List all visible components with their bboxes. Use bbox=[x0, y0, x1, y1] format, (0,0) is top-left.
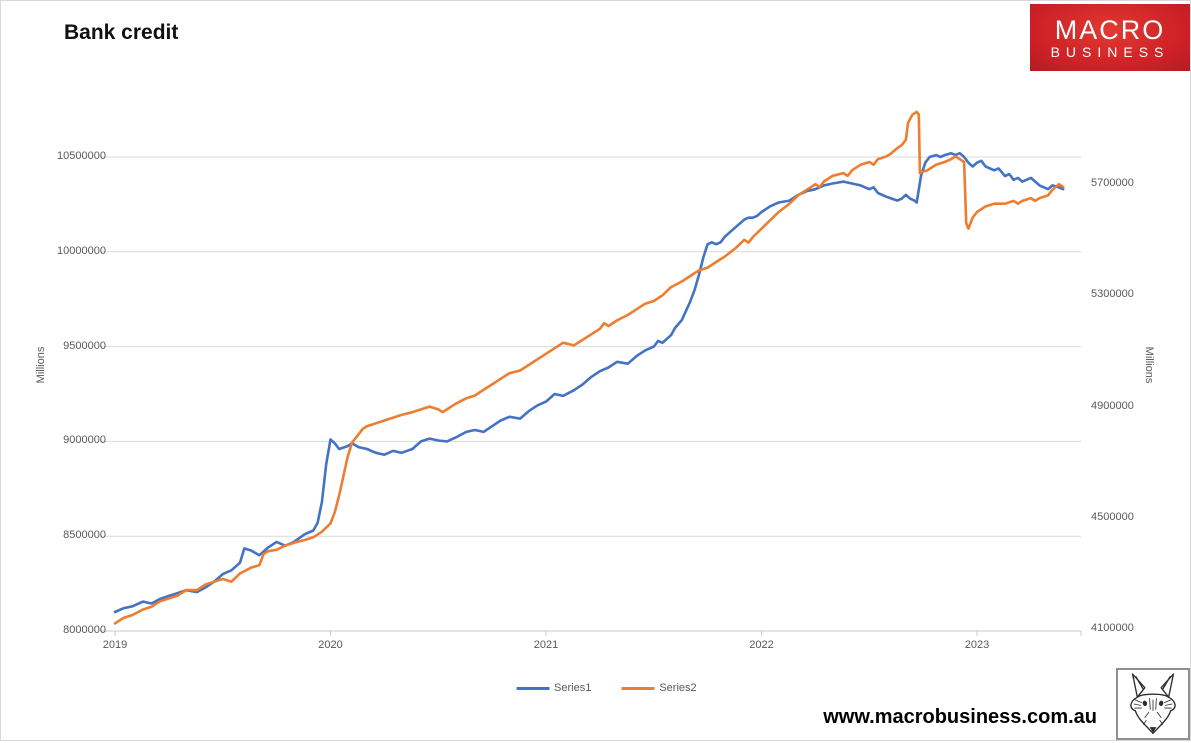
left-axis-tick-label: 9500000 bbox=[63, 339, 106, 352]
right-axis-title: Millions bbox=[1143, 346, 1155, 384]
fox-icon bbox=[1130, 673, 1176, 734]
logo-text-macro: MACRO bbox=[1054, 14, 1166, 45]
x-axis-tick-label: 2020 bbox=[318, 639, 343, 651]
left-axis-tick-label: 8000000 bbox=[63, 624, 106, 636]
left-axis-tick-label: 10500000 bbox=[57, 150, 106, 162]
left-axis-tick-label: 8500000 bbox=[63, 529, 106, 542]
legend-item-series2: Series2 bbox=[621, 682, 697, 694]
fox-logo-box bbox=[1116, 668, 1190, 740]
right-axis-tick-label: 4500000 bbox=[1091, 510, 1134, 523]
legend-label: Series1 bbox=[554, 682, 592, 694]
right-axis-tick-label: 5700000 bbox=[1091, 177, 1134, 190]
x-axis-tick-label: 2022 bbox=[749, 639, 774, 651]
left-axis-tick-label: 9000000 bbox=[63, 434, 106, 447]
x-axis-tick-label: 2021 bbox=[533, 639, 559, 651]
website-url: www.macrobusiness.com.au bbox=[823, 706, 1097, 728]
x-axis-tick-label: 2023 bbox=[964, 639, 990, 651]
legend-line-swatch bbox=[621, 686, 655, 690]
right-axis-tick-label: 4100000 bbox=[1091, 622, 1134, 634]
macrobusiness-logo: MACRO BUSINESS bbox=[1030, 4, 1190, 71]
series-line-series2 bbox=[113, 110, 1065, 625]
left-axis-tick-label: 10000000 bbox=[57, 244, 106, 257]
right-axis-tick-label: 5300000 bbox=[1091, 288, 1134, 301]
x-axis-tick-label: 2019 bbox=[102, 639, 128, 651]
page-title: Bank credit bbox=[64, 21, 179, 44]
legend-label: Series2 bbox=[659, 682, 697, 694]
series-line-series1 bbox=[113, 151, 1065, 614]
right-axis-tick-label: 4900000 bbox=[1091, 399, 1134, 412]
chart-legend: Series1 Series2 bbox=[516, 682, 697, 694]
legend-line-swatch bbox=[516, 686, 550, 690]
legend-item-series1: Series1 bbox=[516, 682, 591, 694]
logo-text-business: BUSINESS bbox=[1050, 43, 1170, 60]
